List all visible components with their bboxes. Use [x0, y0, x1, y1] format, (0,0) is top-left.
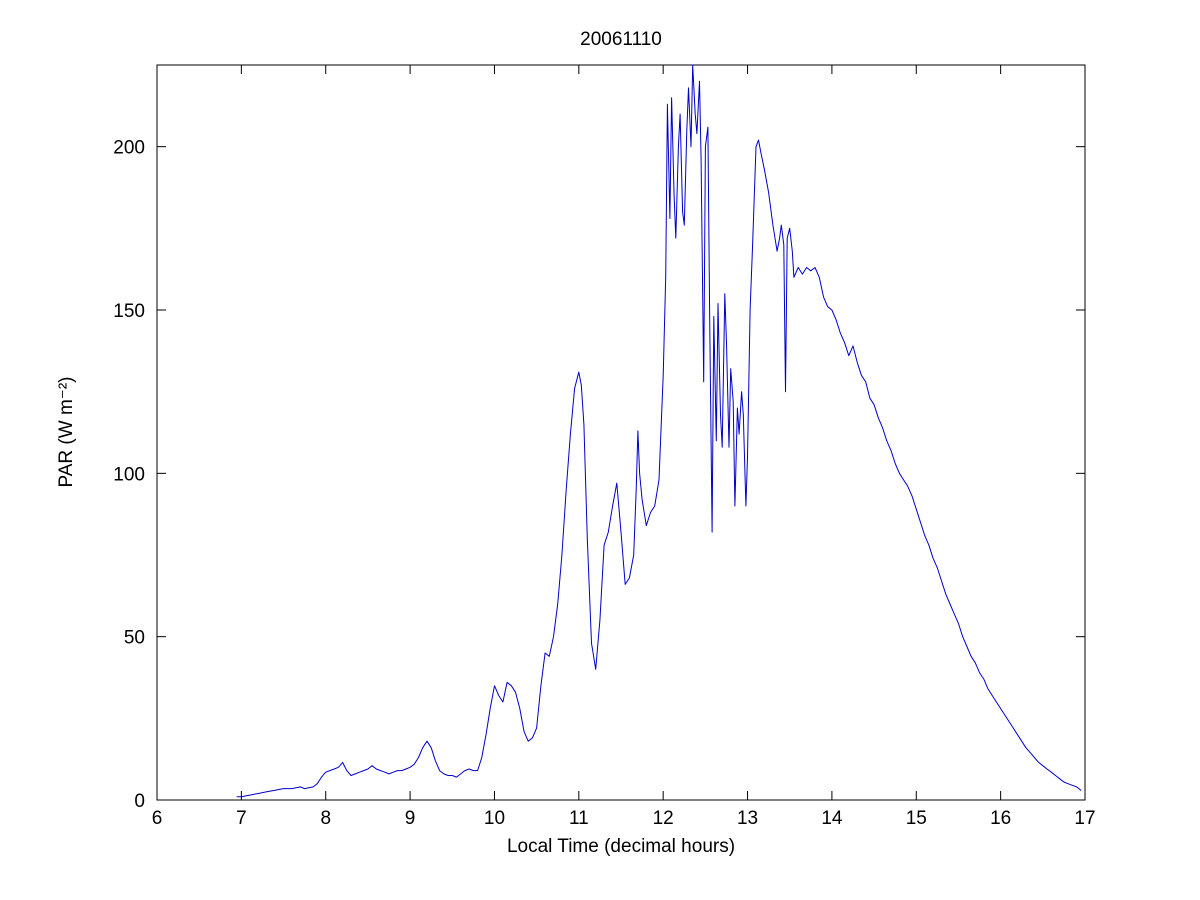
x-tick-label: 14: [821, 808, 843, 829]
x-tick-label: 12: [653, 808, 674, 829]
x-tick-label: 17: [1074, 808, 1095, 829]
y-tick-label: 0: [134, 791, 145, 812]
y-tick-label: 200: [113, 138, 145, 159]
x-tick-label: 15: [906, 808, 927, 829]
x-tick-label: 9: [405, 808, 416, 829]
x-tick-label: 6: [152, 808, 163, 829]
x-tick-label: 7: [236, 808, 247, 829]
chart-title: 20061110: [580, 29, 662, 50]
y-tick-label: 100: [113, 464, 145, 485]
axis-ticks: 6 7 8 9 10 11 12 13 14 15 16 17 0 50 100 150 200: [113, 65, 1096, 829]
x-tick-label: 10: [484, 808, 505, 829]
x-tick-label: 16: [990, 808, 1011, 829]
plot-border: [156, 64, 1086, 801]
x-axis-label: Local Time (decimal hours): [507, 836, 735, 857]
y-tick-label: 50: [124, 628, 145, 649]
data-line: [236, 64, 1082, 798]
x-tick-label: 13: [737, 808, 758, 829]
y-tick-label: 150: [113, 301, 145, 322]
x-tick-label: 8: [320, 808, 331, 829]
y-axis-label: PAR (W m⁻²): [56, 377, 77, 488]
x-tick-label: 11: [569, 808, 589, 829]
